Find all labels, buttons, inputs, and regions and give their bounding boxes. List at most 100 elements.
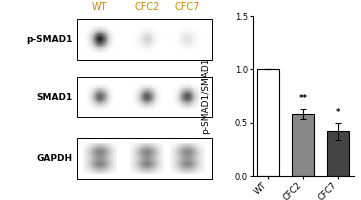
Bar — [132, 173, 133, 174]
Bar — [90, 35, 91, 36]
Bar — [132, 149, 133, 150]
Bar — [176, 149, 177, 150]
Bar — [183, 30, 184, 31]
Bar — [193, 42, 194, 43]
Bar — [139, 48, 140, 49]
Bar — [102, 49, 103, 50]
Bar — [160, 42, 161, 43]
Bar — [107, 32, 108, 33]
Bar — [153, 33, 154, 34]
Bar — [99, 42, 100, 43]
Bar — [159, 84, 160, 85]
Bar — [133, 84, 134, 85]
Bar — [83, 151, 84, 152]
Bar — [197, 27, 198, 28]
Bar — [144, 37, 145, 38]
Bar — [83, 168, 84, 169]
Bar — [183, 90, 184, 91]
Bar — [178, 164, 179, 165]
Bar — [93, 149, 94, 150]
Bar — [108, 84, 109, 85]
Bar — [135, 90, 136, 91]
Bar — [104, 149, 105, 150]
Bar — [204, 154, 205, 155]
Bar — [172, 36, 173, 37]
Bar — [147, 37, 148, 38]
Bar — [100, 33, 101, 34]
Bar — [155, 49, 156, 50]
Bar — [181, 102, 182, 103]
Bar — [158, 36, 159, 37]
Bar — [115, 156, 116, 158]
Bar — [112, 34, 113, 35]
Bar — [152, 44, 153, 45]
Bar — [200, 155, 201, 156]
Bar — [132, 160, 133, 161]
Bar — [141, 170, 142, 171]
Bar — [159, 173, 160, 174]
Bar — [160, 41, 161, 42]
Bar — [143, 48, 144, 49]
Bar — [138, 97, 139, 98]
Bar — [153, 149, 154, 150]
Bar — [150, 42, 151, 43]
Bar — [147, 44, 148, 45]
Bar — [105, 41, 106, 42]
Bar — [177, 86, 178, 87]
Bar — [95, 146, 96, 147]
Bar — [141, 37, 142, 38]
Bar — [189, 102, 190, 103]
Bar — [93, 156, 94, 158]
Bar — [177, 151, 178, 152]
Bar — [153, 100, 154, 101]
Bar — [163, 150, 164, 151]
Bar — [115, 162, 116, 163]
Bar — [145, 169, 146, 170]
Bar — [95, 143, 96, 144]
Bar — [91, 145, 92, 146]
Bar — [202, 146, 203, 147]
Bar — [141, 90, 142, 91]
Bar — [106, 106, 107, 107]
Bar — [99, 148, 100, 149]
Bar — [94, 163, 95, 164]
Bar — [102, 32, 103, 33]
Bar — [179, 96, 180, 97]
Bar — [109, 35, 110, 36]
Bar — [105, 91, 106, 92]
Bar — [193, 167, 194, 168]
Bar — [85, 160, 86, 161]
Bar — [106, 33, 107, 34]
Bar — [173, 93, 174, 94]
Bar — [100, 46, 101, 47]
Bar — [151, 169, 152, 170]
Bar — [173, 96, 174, 97]
Bar — [202, 95, 203, 96]
Bar — [176, 104, 177, 105]
Bar — [146, 51, 147, 52]
Bar — [104, 42, 105, 43]
Bar — [102, 152, 103, 153]
Bar — [199, 38, 200, 39]
Bar — [161, 146, 162, 147]
Bar — [114, 163, 115, 164]
Bar — [101, 157, 102, 159]
Bar — [201, 168, 202, 169]
Bar — [175, 37, 176, 38]
Bar — [172, 166, 173, 167]
Bar — [91, 173, 92, 174]
Bar — [175, 86, 176, 87]
Bar — [156, 99, 157, 100]
Bar — [91, 153, 92, 154]
Bar — [104, 41, 105, 42]
Bar — [204, 152, 205, 153]
Bar — [111, 32, 112, 33]
Bar — [110, 94, 111, 95]
Bar — [135, 27, 136, 28]
Bar — [139, 107, 140, 108]
Bar — [87, 144, 88, 145]
Bar — [96, 156, 97, 158]
Bar — [175, 27, 176, 28]
Bar — [90, 44, 91, 45]
Bar — [203, 165, 204, 166]
